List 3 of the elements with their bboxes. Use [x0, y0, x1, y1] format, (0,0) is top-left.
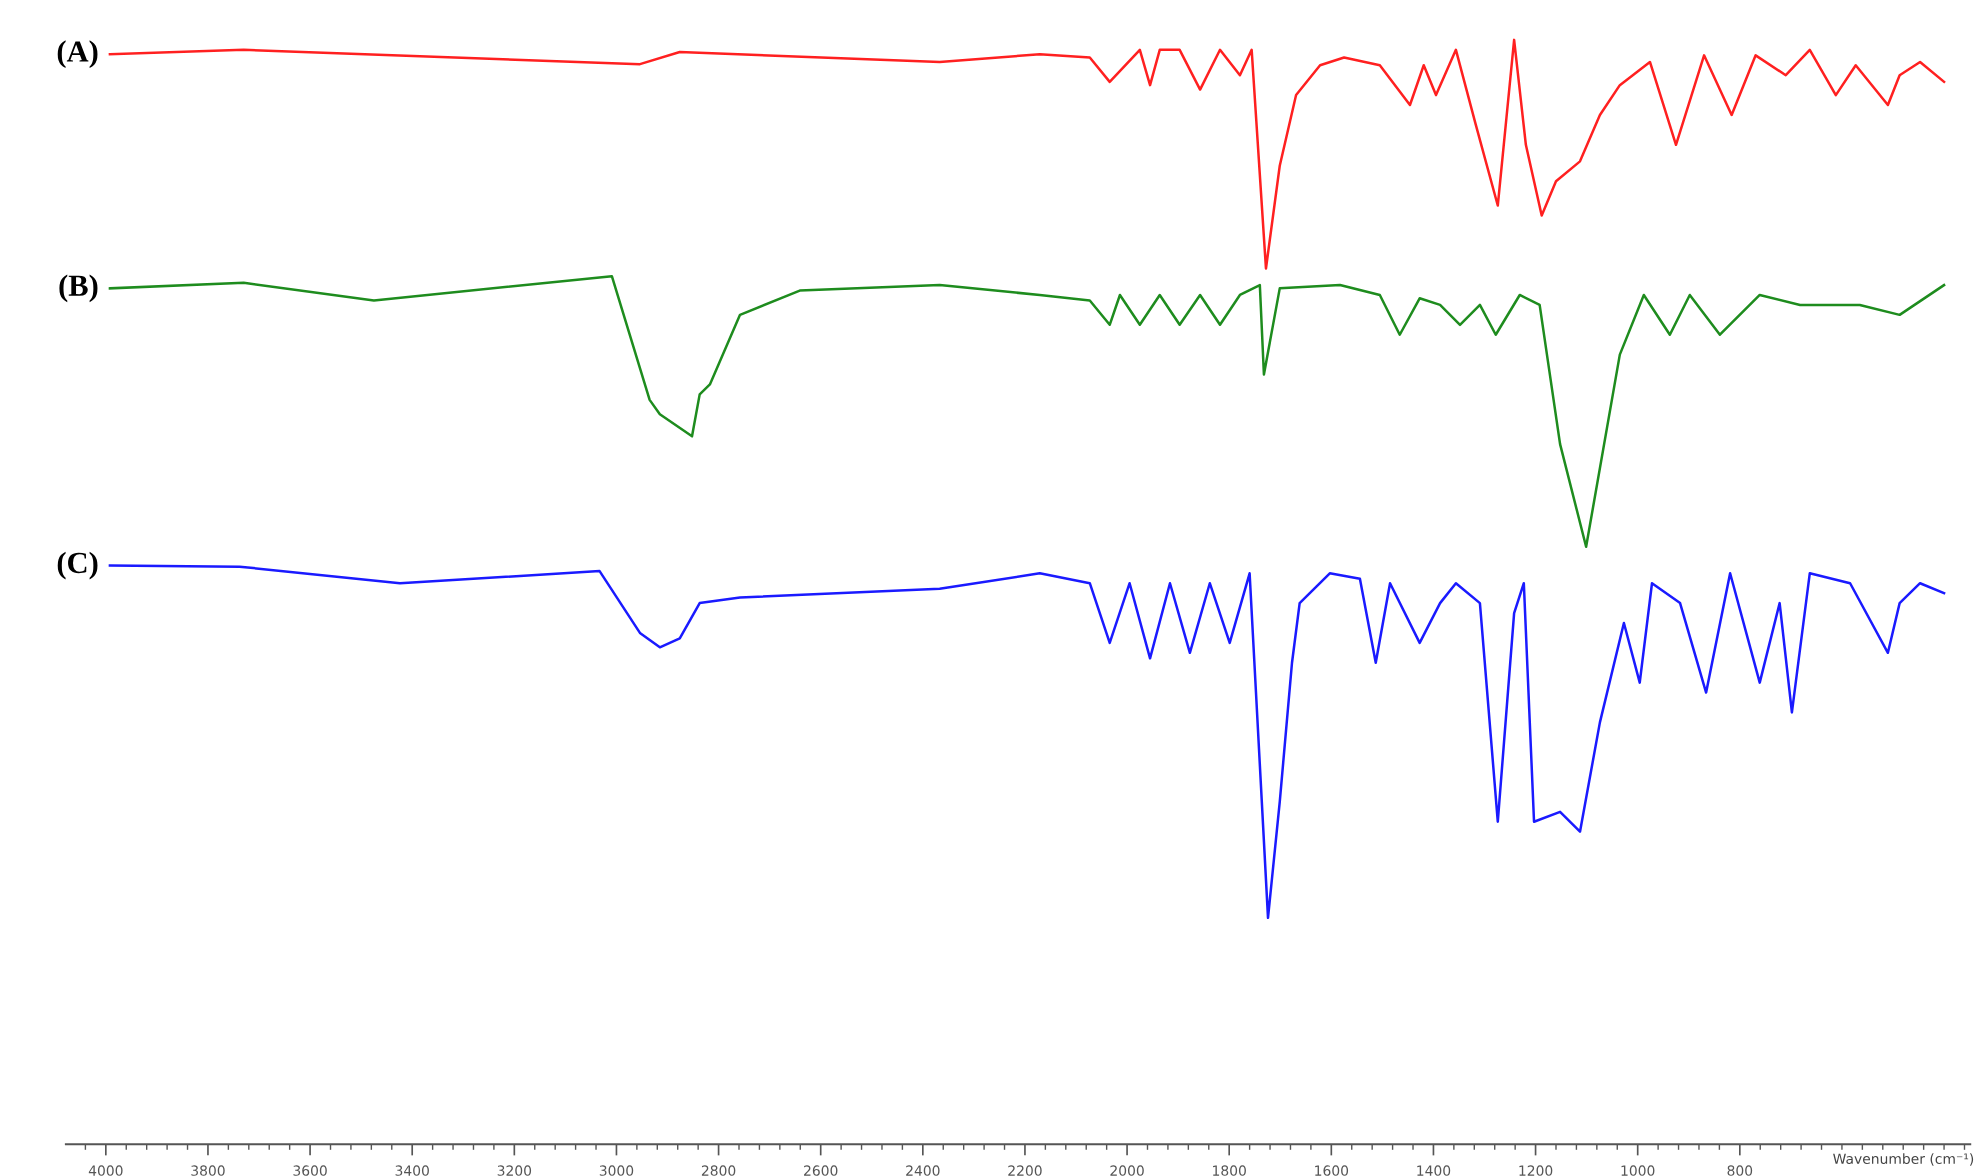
series-label: (B): [59, 274, 98, 303]
series-label: (C): [57, 551, 98, 580]
series-label: (A): [57, 40, 98, 69]
